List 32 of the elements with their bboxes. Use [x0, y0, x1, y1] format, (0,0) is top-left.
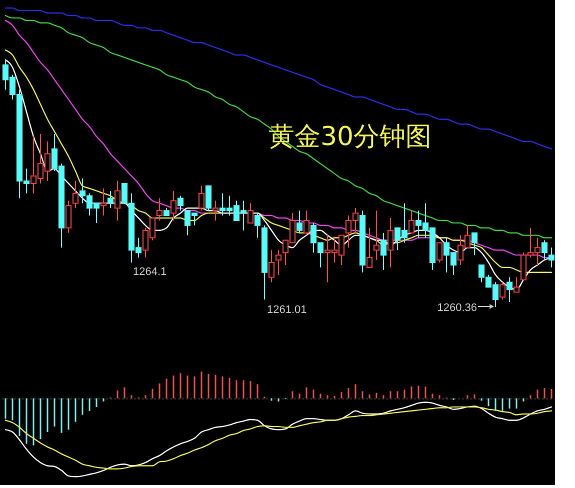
- candlestick: [254, 212, 260, 238]
- candlestick: [178, 195, 184, 212]
- candlestick: [72, 180, 78, 209]
- candlestick: [296, 210, 302, 234]
- candlestick: [268, 250, 274, 283]
- candlestick: [374, 210, 380, 261]
- candlestick: [514, 276, 520, 293]
- candlestick: [388, 218, 394, 268]
- annotation: 1264.1: [133, 266, 167, 278]
- candlestick: [436, 242, 442, 263]
- candlestick: [276, 250, 282, 276]
- candlestick: [100, 188, 106, 216]
- candlestick: [408, 210, 414, 234]
- candlestick: [472, 232, 478, 256]
- candlestick: [366, 227, 372, 268]
- annotation: 1260.36: [437, 302, 477, 314]
- candlestick: [114, 180, 120, 221]
- candlestick: [156, 198, 162, 221]
- candlestick: [500, 282, 506, 300]
- candlestick: [506, 276, 512, 302]
- candlestick: [380, 232, 386, 270]
- candlestick: [66, 200, 72, 234]
- candlestick: [170, 190, 176, 221]
- candlestick: [198, 185, 204, 212]
- candlestick: [248, 202, 254, 224]
- candlestick: [542, 240, 548, 261]
- candlestick: [108, 190, 114, 209]
- annotation: 1261.01: [267, 304, 307, 316]
- candlestick: [206, 185, 212, 212]
- candlestick: [304, 210, 310, 236]
- candlestick: [548, 247, 554, 268]
- candlestick: [212, 200, 218, 221]
